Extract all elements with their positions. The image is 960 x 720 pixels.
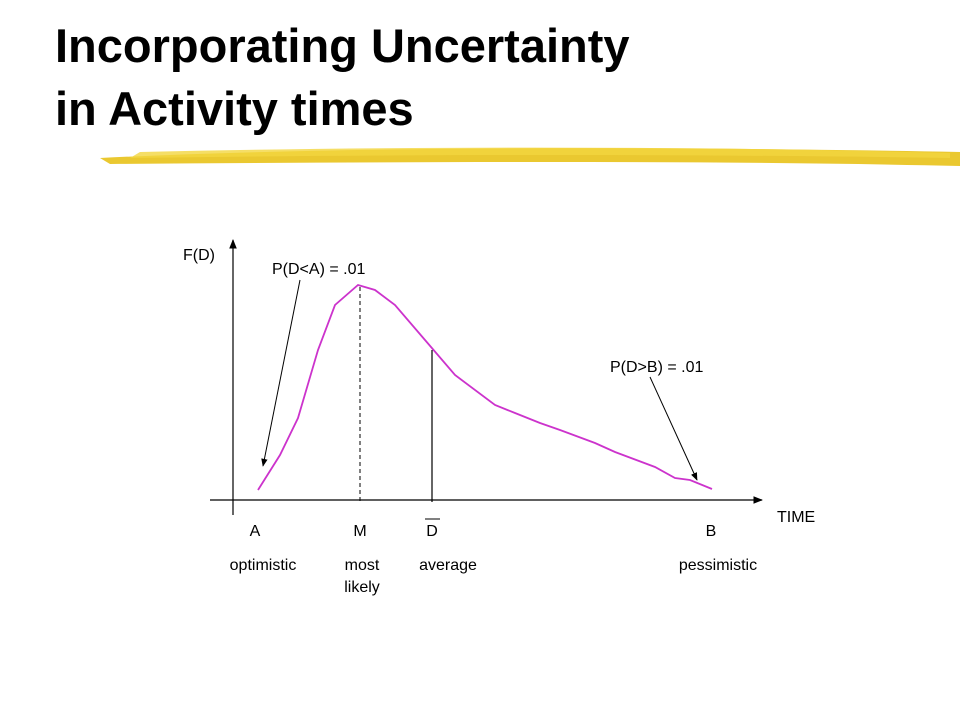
point-letter: D bbox=[426, 523, 438, 540]
point-description: most bbox=[345, 557, 380, 574]
distribution-curve bbox=[257, 283, 713, 491]
title-line: Incorporating Uncertainty bbox=[55, 19, 630, 72]
point-letter: M bbox=[353, 523, 366, 540]
point-letter: B bbox=[706, 523, 717, 540]
point-letter: A bbox=[250, 523, 261, 540]
annotation: P(D>B) = .01 bbox=[610, 359, 703, 376]
point-description: likely bbox=[344, 579, 380, 596]
annotation: P(D<A) = .01 bbox=[272, 261, 365, 278]
title-line: in Activity times bbox=[55, 82, 414, 135]
annotation-arrow bbox=[649, 376, 698, 481]
point-description: average bbox=[419, 557, 477, 574]
point-description: optimistic bbox=[230, 557, 297, 574]
brush-stroke bbox=[100, 147, 960, 166]
annotation-arrow bbox=[261, 279, 301, 467]
point-description: pessimistic bbox=[679, 557, 757, 574]
x-axis-label: TIME bbox=[777, 509, 815, 526]
y-axis-label: F(D) bbox=[183, 247, 215, 264]
